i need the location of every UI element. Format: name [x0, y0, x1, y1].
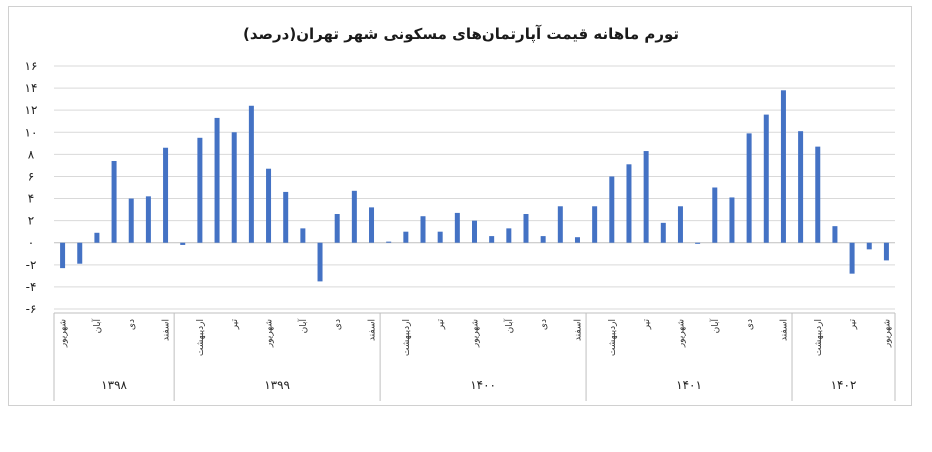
- y-axis-ticks: ۱۶ ۱۴ ۱۲ ۱۰ ۸ ۶ ۴ ۲ ۰ -۲ -۴ -۶: [25, 59, 38, 316]
- y-tick-label: ۸: [28, 147, 35, 161]
- bar: [832, 226, 838, 243]
- bar: [592, 206, 598, 243]
- x-tick-label: دی: [333, 319, 343, 330]
- bar: [180, 242, 186, 245]
- x-tick-label: شهریور: [471, 319, 481, 348]
- bar: [77, 242, 83, 264]
- bar: [780, 90, 786, 243]
- year-label: ۱۳۹۹: [264, 378, 290, 392]
- bar: [729, 197, 735, 243]
- bar: [643, 151, 649, 243]
- bar: [574, 237, 580, 243]
- x-tick-label: تیر: [848, 319, 858, 331]
- x-tick-label: شهریور: [265, 319, 275, 348]
- bar: [883, 242, 889, 261]
- chart-svg: تورم ماهانه قیمت آپارتمان‌های مسکونی شهر…: [25, 25, 896, 401]
- bar: [557, 206, 563, 243]
- bar: [231, 132, 237, 243]
- x-tick-label: آبان: [709, 319, 721, 334]
- bar: [266, 168, 272, 243]
- year-label: ۱۴۰۲: [831, 378, 857, 392]
- bar: [248, 105, 254, 243]
- bar: [60, 242, 66, 269]
- x-tick-label: آبان: [91, 319, 103, 334]
- grid-layer: [54, 65, 895, 310]
- bar: [660, 222, 666, 243]
- bar: [334, 214, 340, 243]
- year-groups: ۱۳۹۸ ۱۳۹۹ ۱۴۰۰ ۱۴۰۱ ۱۴۰۲: [53, 312, 896, 401]
- chart-frame: تورم ماهانه قیمت آپارتمان‌های مسکونی شهر…: [8, 6, 912, 406]
- chart-title: تورم ماهانه قیمت آپارتمان‌های مسکونی شهر…: [243, 25, 679, 44]
- bar: [609, 176, 615, 243]
- bar: [677, 206, 683, 243]
- y-tick-label: ۶: [28, 169, 34, 183]
- x-tick-label: دی: [745, 319, 755, 330]
- bar: [369, 207, 375, 243]
- bar: [626, 164, 632, 243]
- bar: [506, 228, 512, 243]
- x-tick-label: تیر: [230, 319, 240, 331]
- bar: [472, 220, 477, 243]
- bar: [351, 190, 357, 243]
- x-tick-label: دی: [539, 319, 549, 330]
- bar: [163, 147, 169, 243]
- x-tick-label: اسفند: [162, 319, 172, 341]
- y-tick-label: ۱۰: [25, 125, 38, 139]
- bar: [798, 131, 804, 243]
- bar: [712, 187, 718, 243]
- bar: [283, 191, 289, 243]
- x-tick-label: دی: [127, 319, 137, 330]
- y-tick-label: ۱۴: [25, 81, 38, 95]
- x-tick-label: اردیبهشت: [608, 319, 618, 356]
- bar: [317, 242, 323, 282]
- bar: [386, 241, 392, 243]
- year-label: ۱۴۰۰: [470, 378, 496, 392]
- x-tick-label: تیر: [642, 319, 652, 331]
- x-tick-label: اسفند: [779, 319, 789, 341]
- x-tick-label: شهریور: [676, 319, 686, 348]
- bar: [403, 231, 409, 243]
- bar: [763, 114, 769, 243]
- bar: [540, 236, 546, 243]
- x-tick-label: اردیبهشت: [196, 319, 206, 356]
- bar: [437, 231, 443, 243]
- x-axis-ticks: شهریور آبان دی اسفند اردیبهشت تیر شهریور آبان دی…: [59, 319, 893, 357]
- bar: [815, 146, 821, 243]
- bar: [128, 198, 134, 243]
- bars: [60, 90, 889, 282]
- x-tick-label: شهریور: [59, 319, 69, 348]
- x-tick-label: اسفند: [368, 319, 378, 341]
- y-tick-label: ۱۶: [25, 59, 38, 73]
- year-label: ۱۴۰۱: [676, 378, 702, 392]
- y-tick-label: -۲: [26, 258, 37, 272]
- y-tick-label: ۰: [28, 236, 34, 250]
- x-tick-label: اردیبهشت: [402, 319, 412, 356]
- year-label: ۱۳۹۸: [101, 378, 127, 392]
- bar: [197, 137, 203, 243]
- bar: [489, 236, 495, 243]
- bar: [94, 232, 100, 243]
- y-tick-label: ۲: [28, 214, 34, 228]
- bar: [746, 133, 752, 243]
- x-tick-label: تیر: [436, 319, 446, 331]
- x-tick-label: اردیبهشت: [814, 319, 824, 356]
- y-tick-label: -۶: [26, 302, 37, 316]
- bar: [523, 214, 529, 243]
- y-tick-label: -۴: [26, 280, 37, 294]
- x-tick-label: آبان: [503, 319, 515, 334]
- bar: [695, 242, 701, 244]
- bar: [145, 196, 151, 243]
- x-tick-label: آبان: [297, 319, 309, 334]
- bar: [300, 228, 306, 243]
- x-tick-label: اسفند: [573, 319, 583, 341]
- y-tick-label: ۱۲: [25, 103, 38, 117]
- bar: [849, 242, 855, 274]
- bar: [866, 242, 872, 250]
- y-tick-label: ۴: [28, 192, 34, 206]
- x-tick-label: شهریور: [882, 319, 892, 348]
- bar: [420, 216, 426, 243]
- bar: [214, 117, 220, 243]
- bar: [454, 212, 460, 243]
- bar: [111, 160, 117, 243]
